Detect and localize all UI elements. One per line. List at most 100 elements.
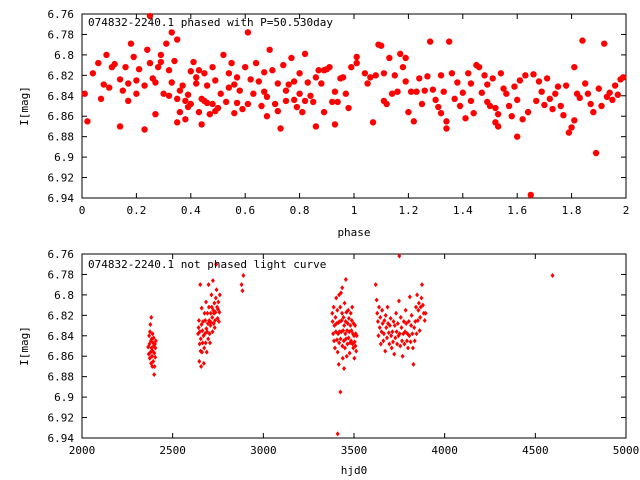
data-point: [387, 323, 392, 329]
data-point: [304, 79, 311, 86]
data-point: [201, 70, 208, 77]
data-point: [326, 63, 333, 71]
data-point: [151, 335, 156, 341]
data-point: [193, 74, 200, 81]
data-point: [342, 365, 347, 371]
data-point: [125, 97, 132, 105]
data-point: [277, 125, 284, 132]
data-point: [216, 318, 221, 324]
data-point: [174, 119, 181, 126]
data-point: [571, 117, 578, 124]
data-point: [255, 78, 262, 85]
x-tick-label: 1: [351, 204, 358, 217]
data-point: [475, 63, 483, 71]
data-point: [348, 323, 353, 329]
data-point: [307, 92, 314, 99]
data-point: [508, 113, 515, 120]
data-point: [429, 86, 437, 93]
data-point: [343, 331, 348, 337]
data-point: [340, 343, 345, 349]
data-point: [288, 54, 295, 62]
data-point: [402, 54, 409, 62]
data-point: [176, 87, 184, 94]
data-point: [84, 118, 91, 125]
data-point: [152, 372, 157, 378]
data-point: [378, 42, 385, 49]
data-point: [377, 304, 382, 310]
data-point: [331, 121, 339, 128]
data-point: [554, 83, 562, 90]
y-tick-label: 6.88: [48, 371, 75, 384]
data-point: [419, 295, 424, 301]
data-point: [400, 353, 405, 359]
data-point: [417, 328, 422, 334]
data-point: [343, 277, 348, 283]
data-point: [341, 328, 346, 334]
data-point: [342, 300, 347, 306]
data-point: [437, 109, 445, 117]
data-point: [111, 60, 118, 68]
data-point: [333, 314, 338, 320]
data-point: [217, 90, 224, 97]
data-point: [524, 108, 532, 116]
data-point: [271, 100, 279, 108]
data-point: [416, 300, 421, 306]
data-point: [148, 322, 153, 328]
data-point: [152, 110, 159, 118]
data-point: [312, 74, 320, 81]
data-point: [418, 100, 426, 108]
y-tick-label: 6.84: [48, 90, 75, 103]
y-tick-label: 6.8: [54, 289, 74, 302]
data-point: [342, 323, 347, 329]
data-point: [201, 360, 206, 366]
data-point: [590, 108, 597, 116]
data-point: [422, 317, 427, 323]
data-point: [195, 67, 203, 74]
data-point: [225, 84, 233, 91]
data-point: [89, 70, 97, 77]
data-point: [296, 70, 303, 77]
data-point: [252, 59, 260, 67]
data-point: [339, 74, 347, 81]
data-point: [390, 329, 395, 335]
data-point: [412, 338, 417, 344]
data-point: [208, 340, 213, 346]
data-point: [200, 328, 205, 334]
data-point: [331, 88, 339, 95]
x-tick-label: 3500: [341, 444, 368, 457]
data-point: [560, 112, 567, 119]
data-point: [611, 82, 619, 89]
data-point: [203, 340, 208, 346]
unphased-light-curve-panel: 2000 2500 3000 3500 4000 4500 50006.766.786.86…: [18, 248, 639, 477]
data-point: [217, 292, 222, 298]
data-point: [160, 90, 167, 97]
data-point: [106, 84, 113, 91]
data-point: [338, 389, 343, 395]
data-point: [240, 288, 245, 294]
data-point: [410, 345, 415, 351]
data-point: [503, 90, 510, 97]
data-point: [200, 340, 205, 346]
data-point: [552, 90, 559, 97]
x-tick-label: 0.2: [126, 204, 146, 217]
data-point: [338, 336, 343, 342]
y-tick-label: 6.78: [48, 28, 75, 41]
data-point: [384, 325, 389, 331]
data-point: [492, 104, 499, 112]
y-tick-label: 6.82: [48, 309, 75, 322]
data-point: [620, 74, 627, 81]
data-point: [381, 331, 386, 337]
data-point: [387, 341, 392, 347]
data-point: [381, 338, 386, 344]
data-point: [519, 116, 526, 123]
data-point: [293, 103, 301, 111]
y-axis-label: I[mag]: [18, 326, 31, 366]
data-point: [146, 59, 154, 67]
data-point: [214, 104, 222, 112]
data-point: [367, 74, 374, 81]
y-axis-label: I[mag]: [18, 86, 31, 126]
data-point: [402, 78, 409, 85]
data-point: [318, 80, 325, 87]
data-point: [403, 307, 408, 313]
data-point: [339, 317, 344, 323]
